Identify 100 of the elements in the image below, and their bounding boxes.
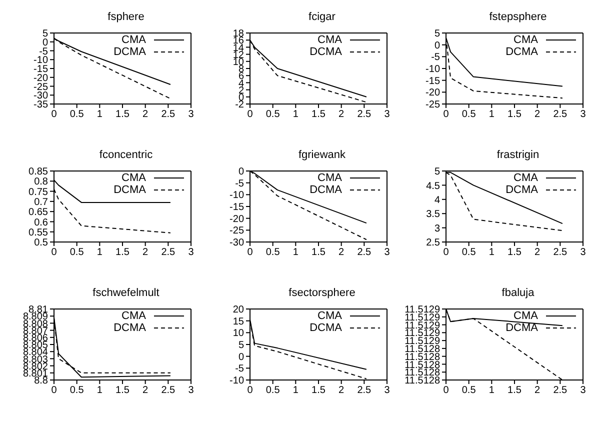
y-tick-label: 0 [238,166,244,178]
y-tick-label: -35 [34,100,48,111]
x-tick-label: 1 [96,247,103,258]
y-tick-label: -20 [426,88,440,99]
y-tick-label: 0.6 [34,217,48,228]
x-tick-label: 1 [292,247,299,258]
legend-label: CMA [514,34,538,46]
x-tick-label: 1.5 [116,247,130,258]
chart-title: fsectorsphere [288,286,356,301]
y-tick-label: 0 [434,40,440,52]
x-tick-label: 3 [580,385,586,396]
y-tick-label: -25 [34,82,48,93]
y-tick-label: 0 [42,37,48,48]
x-tick-label: 2.5 [553,385,568,396]
x-tick-label: 2.5 [553,247,568,258]
y-tick-label: 4 [434,194,440,206]
y-tick-label: -10 [230,376,244,387]
x-tick-label: 1.5 [312,109,326,120]
legend-label: CMA [318,172,342,184]
y-tick-label: 15 [232,316,244,328]
y-tick-label: 3 [434,223,440,234]
legend-label: CMA [514,310,538,322]
x-tick-label: 0.5 [70,385,84,396]
y-tick-label: -15 [34,64,48,76]
legend-label: DCMA [506,184,538,196]
y-tick-label: -10 [426,64,440,76]
legend-label: CMA [122,310,146,322]
x-tick-label: 0.5 [266,109,280,120]
chart-title: fstepsphere [488,10,548,25]
y-tick-label: -10 [34,55,48,66]
x-tick-label: 1 [488,109,495,120]
y-tick-label: -20 [230,214,244,225]
y-tick-label: 5 [238,340,244,352]
x-tick-label: 2 [338,109,345,120]
x-tick-label: 2.5 [357,385,372,396]
x-tick-label: 2 [534,247,541,258]
x-tick-label: 0 [443,247,450,258]
y-tick-label: 0.65 [28,207,48,218]
chart-title: fschwefelmult [92,286,160,301]
chart-title: fconcentric [98,148,154,163]
x-tick-label: 0 [247,385,254,396]
x-tick-label: 0.5 [70,109,84,120]
y-tick-label: 0.8 [34,176,48,188]
y-tick-label: -5 [39,46,48,58]
x-tick-label: 2 [534,109,541,120]
y-tick-label: 11.5128 [404,376,440,387]
x-tick-label: 0 [51,385,58,396]
y-tick-label: -30 [34,90,48,102]
x-tick-label: 2 [338,385,345,396]
y-tick-label: 8.8 [34,376,48,387]
x-tick-label: 1.5 [508,247,522,258]
x-tick-label: 1 [488,385,495,396]
x-tick-label: 1 [292,385,299,396]
x-tick-label: 3 [188,385,194,396]
x-tick-label: 2 [338,247,345,258]
y-tick-label: -2 [235,100,244,111]
legend-label: DCMA [114,184,146,196]
y-tick-label: 4.5 [426,180,440,192]
x-tick-label: 0 [51,109,58,120]
x-tick-label: 0 [247,247,254,258]
x-tick-label: 0.5 [462,247,476,258]
x-tick-label: 1 [96,109,103,120]
x-tick-label: 0.5 [266,385,280,396]
y-tick-label: 0.75 [28,186,48,198]
x-tick-label: 2.5 [161,247,176,258]
y-tick-label: -30 [230,238,244,249]
y-tick-label: -10 [230,190,244,202]
legend-label: CMA [318,310,342,322]
y-tick-label: 0.7 [34,196,48,208]
x-tick-label: 0 [443,385,450,396]
x-tick-label: 1.5 [116,109,130,120]
y-tick-label: 0.5 [34,238,48,249]
legend-label: DCMA [114,322,146,334]
y-tick-label: -5 [235,364,244,375]
y-tick-label: -15 [230,202,244,214]
y-tick-label: -15 [426,76,440,87]
y-tick-label: 0 [238,352,244,363]
y-tick-label: 0.55 [28,227,48,238]
legend-label: DCMA [310,322,342,334]
x-tick-label: 2.5 [553,109,568,120]
x-tick-label: 3 [384,385,390,396]
x-tick-label: 3 [384,247,390,258]
legend-label: CMA [318,34,342,46]
chart-title: frastrigin [496,148,540,163]
legend-label: CMA [122,172,146,184]
legend-label: CMA [514,172,538,184]
y-tick-label: -20 [34,72,48,84]
x-tick-label: 2.5 [357,247,372,258]
legend-label: CMA [122,34,146,46]
x-tick-label: 0.5 [70,247,84,258]
y-tick-label: -25 [230,226,244,237]
x-tick-label: 3 [188,109,194,120]
x-tick-label: 0.5 [266,247,280,258]
x-tick-label: 1.5 [116,385,130,396]
y-tick-label: 10 [232,328,244,340]
x-tick-label: 0.5 [462,109,476,120]
y-tick-label: 0.85 [28,166,48,178]
x-tick-label: 2.5 [357,109,372,120]
legend-label: DCMA [310,184,342,196]
y-tick-label: 20 [232,304,244,316]
